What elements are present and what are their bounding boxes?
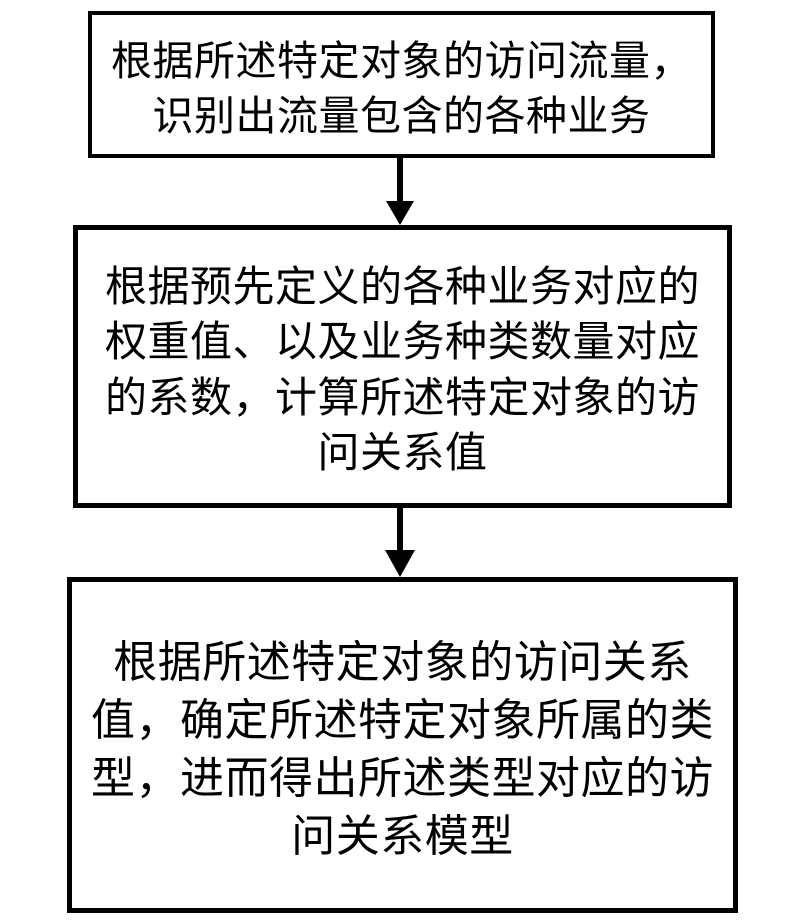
flowchart-arrow-1-head bbox=[386, 201, 414, 225]
flowchart-arrow-2-head bbox=[385, 550, 415, 577]
flowchart-node-3-text: 根据所述特定对象的访问关系值，确定所述特定对象所属的类型，进而得出所述类型对应的… bbox=[86, 629, 719, 861]
flowchart-node-3: 根据所述特定对象的访问关系值，确定所述特定对象所属的类型，进而得出所述类型对应的… bbox=[67, 577, 738, 913]
flowchart-node-1-text: 根据所述特定对象的访问流量，识别出流量包含的各种业务 bbox=[106, 30, 697, 138]
flowchart-arrow-2-line bbox=[397, 508, 403, 550]
flowchart-arrow-1-line bbox=[397, 158, 403, 201]
flowchart-node-1: 根据所述特定对象的访问流量，识别出流量包含的各种业务 bbox=[88, 11, 715, 158]
flowchart-canvas: 根据所述特定对象的访问流量，识别出流量包含的各种业务 根据预先定义的各种业务对应… bbox=[0, 0, 803, 923]
flowchart-node-2: 根据预先定义的各种业务对应的权重值、以及业务种类数量对应的系数，计算所述特定对象… bbox=[73, 225, 732, 508]
flowchart-node-2-text: 根据预先定义的各种业务对应的权重值、以及业务种类数量对应的系数，计算所述特定对象… bbox=[92, 256, 713, 478]
